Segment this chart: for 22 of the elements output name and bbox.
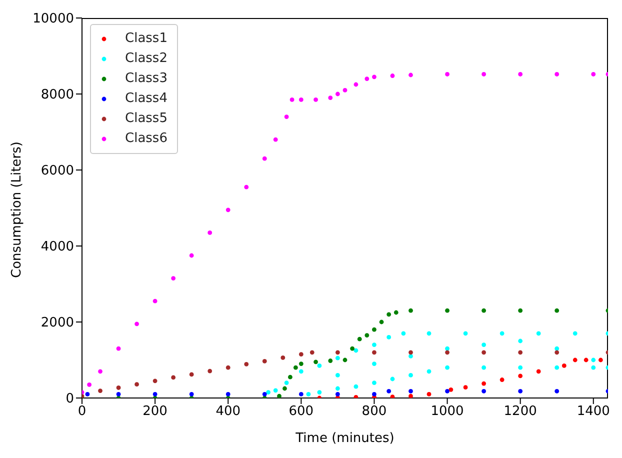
x-tick-label: 1200	[504, 404, 537, 420]
legend-label: Class3	[125, 70, 168, 88]
legend-label: Class5	[125, 110, 168, 128]
y-axis-title: Consumption (Liters)	[10, 142, 25, 278]
x-tick-label: 600	[288, 404, 314, 420]
y-tick-label: 8000	[40, 88, 74, 103]
x-tick-label: 1400	[576, 404, 610, 420]
legend-label: Class6	[125, 130, 168, 148]
x-tick-label: 800	[362, 404, 387, 420]
x-tick-label: 400	[216, 404, 241, 420]
x-axis-title: Time (minutes)	[294, 431, 394, 446]
legend-label: Class4	[125, 90, 168, 108]
x-tick-label: 200	[142, 404, 168, 420]
y-tick-label: 10000	[32, 12, 74, 27]
legend-label: Class1	[125, 30, 168, 48]
x-tick-label: 0	[78, 404, 86, 420]
legend-label: Class2	[125, 50, 168, 68]
y-tick-label: 0	[66, 392, 74, 407]
y-tick-label: 6000	[40, 164, 74, 179]
x-tick-label: 1000	[430, 404, 464, 420]
y-tick-label: 4000	[40, 240, 74, 255]
y-tick-label: 2000	[40, 316, 74, 331]
